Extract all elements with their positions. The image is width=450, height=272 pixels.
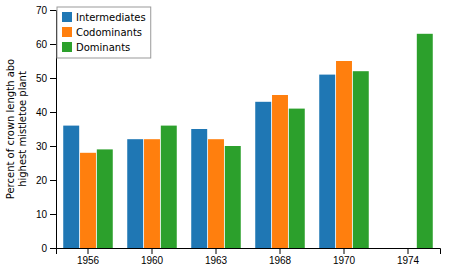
legend-label: Codominants: [76, 27, 142, 38]
bar: [417, 34, 433, 248]
bar: [336, 61, 352, 248]
y-tick-mark: [50, 248, 56, 249]
y-tick-label: 40: [36, 107, 48, 118]
y-axis-title-line: highest mistletoe plant: [17, 71, 28, 187]
y-tick-mark: [50, 112, 56, 113]
bar: [80, 153, 96, 248]
x-tick: 1960: [141, 248, 164, 266]
x-tick-mark: [280, 248, 281, 254]
chart: 1956 1960 1963 1968 1970 1974 0 10 20 30 40 50 60 70 P…: [0, 0, 450, 272]
x-tick-mark: [152, 248, 153, 254]
y-tick: 70: [36, 5, 56, 16]
x-tick-label: 1968: [269, 255, 292, 266]
y-tick-label: 30: [36, 141, 48, 152]
x-tick: 1968: [269, 248, 292, 266]
y-tick-label: 10: [36, 209, 48, 220]
x-tick-mark: [88, 248, 89, 254]
y-tick-label: 0: [41, 243, 47, 254]
x-axis-line: [57, 249, 441, 255]
x-tick-mark: [344, 248, 345, 254]
x-tick: 1974: [397, 248, 420, 266]
y-tick: 10: [36, 209, 56, 220]
legend-swatch: [62, 27, 72, 37]
bar: [191, 129, 207, 248]
legend-frame: [57, 7, 151, 58]
y-tick: 40: [36, 107, 56, 118]
bar: [97, 149, 113, 248]
y-tick-mark: [50, 10, 56, 11]
y-tick-label: 50: [36, 73, 48, 84]
bar: [127, 139, 143, 248]
x-axis: 1956 1960 1963 1968 1970 1974: [57, 248, 441, 266]
y-tick-mark: [50, 78, 56, 79]
legend-item: Codominants: [62, 27, 142, 38]
y-tick: 30: [36, 141, 56, 152]
legend-swatch: [62, 12, 72, 22]
x-tick-label: 1960: [141, 255, 164, 266]
y-tick: 60: [36, 39, 56, 50]
y-tick-mark: [50, 146, 56, 147]
x-tick: 1970: [333, 248, 356, 266]
legend-label: Dominants: [76, 42, 130, 53]
bar: [289, 109, 305, 248]
y-axis-line: [50, 11, 57, 249]
y-axis-title: Percent of crown length abohighest mistl…: [5, 59, 28, 199]
y-tick-mark: [50, 44, 56, 45]
bar: [319, 75, 335, 248]
y-axis-title-line: Percent of crown length abo: [5, 59, 16, 199]
y-axis: 0 10 20 30 40 50 60 70: [36, 5, 57, 254]
y-tick-label: 70: [36, 5, 48, 16]
legend-item: Dominants: [62, 42, 130, 53]
bars: [63, 34, 433, 248]
y-tick-label: 20: [36, 175, 48, 186]
y-tick: 0: [41, 243, 56, 254]
x-tick: 1963: [205, 248, 228, 266]
x-tick-label: 1974: [397, 255, 420, 266]
x-tick-label: 1963: [205, 255, 228, 266]
legend-label: Intermediates: [76, 12, 146, 23]
bar: [225, 146, 241, 248]
y-tick-mark: [50, 214, 56, 215]
y-tick: 50: [36, 73, 56, 84]
bar: [272, 95, 288, 248]
y-tick-label: 60: [36, 39, 48, 50]
bar: [255, 102, 271, 248]
x-tick-label: 1956: [77, 255, 100, 266]
x-tick-mark: [408, 248, 409, 254]
y-tick: 20: [36, 175, 56, 186]
bar: [63, 126, 79, 248]
x-tick-mark: [216, 248, 217, 254]
bar: [161, 126, 177, 248]
legend-item: Intermediates: [62, 12, 146, 23]
bar: [353, 71, 369, 248]
y-tick-mark: [50, 180, 56, 181]
plot: 1956 1960 1963 1968 1970 1974 0 10 20 30 40 50 60 70: [36, 5, 441, 266]
x-tick-label: 1970: [333, 255, 356, 266]
legend-swatch: [62, 42, 72, 52]
x-tick: 1956: [77, 248, 100, 266]
legend: Intermediates Codominants Dominants: [57, 7, 151, 58]
bar: [144, 139, 160, 248]
bar: [208, 139, 224, 248]
